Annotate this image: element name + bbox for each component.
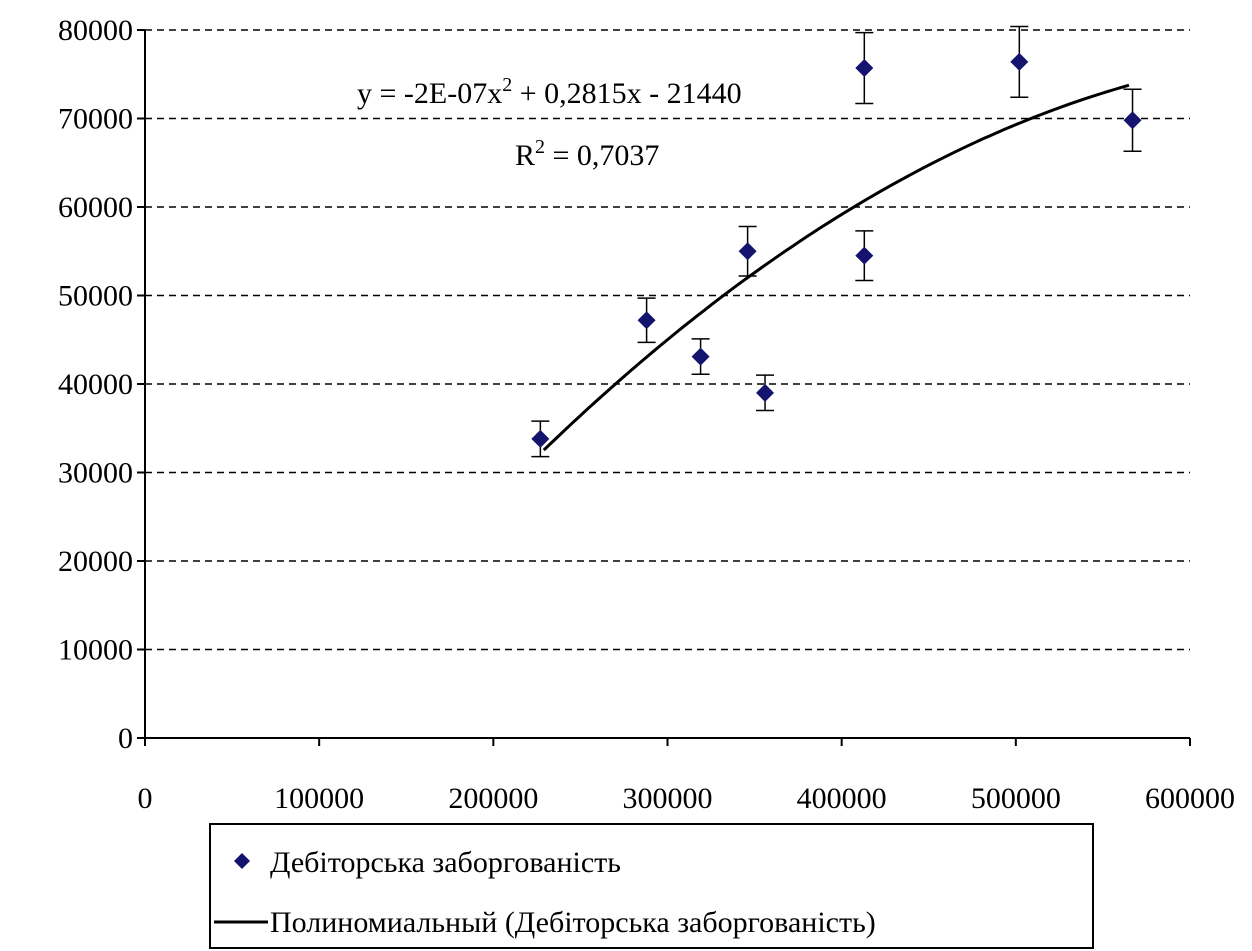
data-points <box>531 25 1142 458</box>
legend: Дебіторська заборгованість Полиномиальны… <box>209 823 1094 949</box>
diamond-marker <box>637 311 656 330</box>
legend-marker-diamond <box>234 853 250 869</box>
y-tick-label: 0 <box>118 722 133 755</box>
diamond-marker <box>738 242 757 261</box>
equation-text: y = -2E-07x2 + 0,2815x - 21440 <box>357 74 742 110</box>
x-tick-label: 500000 <box>971 782 1061 815</box>
legend-entry-scatter: Дебіторська заборгованість <box>270 846 621 879</box>
axes <box>137 29 1191 746</box>
x-tick-label: 200000 <box>448 782 538 815</box>
r-squared-text: R2 = 0,7037 <box>515 136 659 172</box>
x-tick-label: 600000 <box>1145 782 1235 815</box>
data-point <box>756 374 775 412</box>
legend-entry-trendline: Полиномиальный (Дебіторська заборгованіс… <box>270 906 876 939</box>
diamond-marker <box>531 429 550 448</box>
y-tick-label: 30000 <box>58 457 133 490</box>
diamond-marker <box>855 59 874 78</box>
y-tick-label: 10000 <box>58 634 133 667</box>
diamond-marker <box>1010 52 1029 71</box>
x-tick-label: 0 <box>138 782 153 815</box>
x-tick-labels: 0 100000 200000 300000 400000 500000 600000 <box>138 782 1236 815</box>
x-tick-label: 400000 <box>797 782 887 815</box>
diamond-marker <box>1123 111 1142 130</box>
trendline-curve <box>542 83 1130 452</box>
diamond-marker <box>756 383 775 402</box>
y-tick-label: 80000 <box>58 14 133 47</box>
data-point <box>637 297 656 344</box>
grid-lines <box>145 29 1190 651</box>
y-tick-label: 40000 <box>58 368 133 401</box>
y-tick-label: 60000 <box>58 191 133 224</box>
diamond-marker <box>691 347 710 366</box>
y-tick-label: 20000 <box>58 545 133 578</box>
x-tick-label: 100000 <box>274 782 364 815</box>
data-point <box>691 338 710 376</box>
x-tick-label: 300000 <box>623 782 713 815</box>
legend-box <box>209 823 1094 949</box>
y-tick-label: 70000 <box>58 103 133 136</box>
data-point <box>1123 88 1142 152</box>
data-point <box>1010 25 1029 99</box>
data-point <box>855 31 874 105</box>
data-point <box>738 225 757 277</box>
diamond-marker <box>855 246 874 265</box>
y-tick-labels: 0 10000 20000 30000 40000 50000 60000 70000 8000… <box>58 14 133 755</box>
equation-annotation: y = -2E-07x2 + 0,2815x - 21440 R2 = 0,70… <box>357 74 742 172</box>
y-tick-label: 50000 <box>58 280 133 313</box>
data-point <box>855 230 874 282</box>
data-point <box>531 420 550 458</box>
